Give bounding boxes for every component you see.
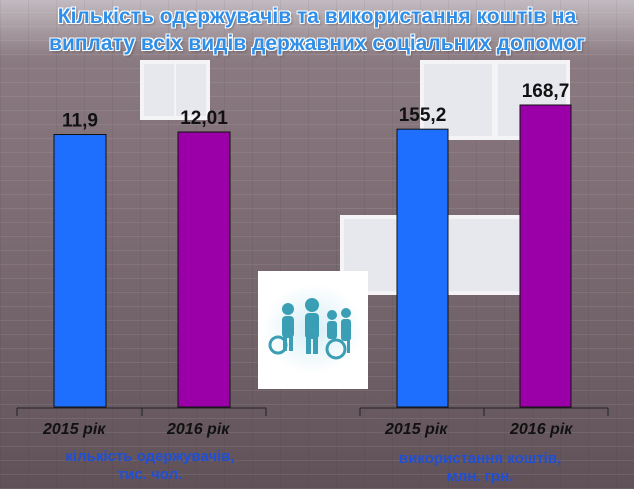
left-caption-line-1: кількість одержувачів, xyxy=(65,448,235,465)
title-line-2: виплату всіх видів державних соціальних … xyxy=(49,32,585,55)
data-label: 168,7 xyxy=(522,81,570,102)
family-people-icon xyxy=(258,271,368,389)
title-line-1: Кількість одержувачів та використання ко… xyxy=(57,5,577,28)
bar-funds-2016 xyxy=(519,104,572,408)
data-label: 12,01 xyxy=(180,108,228,129)
data-label: 155,2 xyxy=(399,105,447,126)
left-caption-line-2: тис. чол. xyxy=(117,466,183,483)
right-caption-line-1: використання коштів, xyxy=(398,450,562,467)
bar-recipients-2015 xyxy=(53,134,107,408)
left-caption: кількість одержувачів, тис. чол. xyxy=(35,448,265,484)
bar-funds-2015 xyxy=(396,128,449,408)
slide-title: Кількість одержувачів та використання ко… xyxy=(0,3,634,57)
left-axis-label-2016: 2016 рік xyxy=(167,421,230,438)
data-label: 11,9 xyxy=(62,111,98,132)
right-caption-line-2: млн. грн. xyxy=(446,468,514,485)
bar-recipients-2016 xyxy=(177,131,231,408)
right-axis-label-2015: 2015 рік xyxy=(385,421,448,438)
right-axis-label-2016: 2016 рік xyxy=(510,421,573,438)
left-axis-label-2015: 2015 рік xyxy=(43,421,106,438)
right-caption: використання коштів, млн. грн. xyxy=(370,450,590,486)
window-left xyxy=(140,60,210,120)
